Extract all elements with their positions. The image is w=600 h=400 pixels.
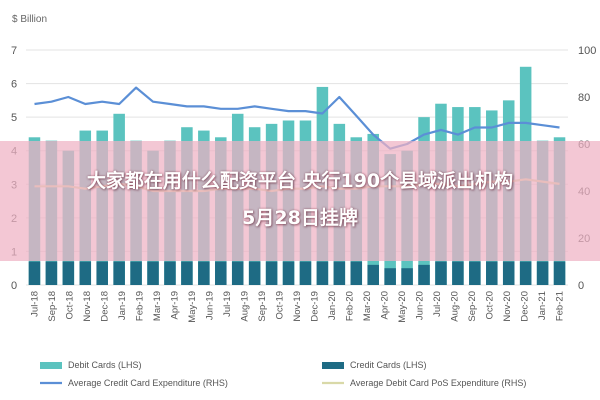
x-tick-label: Jan-19 — [117, 291, 128, 320]
credit-bar — [164, 261, 176, 285]
credit-bar — [401, 268, 413, 285]
credit-bar — [147, 261, 159, 285]
credit-bar — [28, 261, 41, 285]
credit-bar — [299, 261, 312, 285]
x-tick-label: May-19 — [187, 291, 198, 323]
left-tick-label: 7 — [11, 45, 17, 57]
x-tick-label: Jun-19 — [205, 291, 216, 320]
credit-expenditure-line — [34, 86, 560, 150]
x-tick-label: Mar-20 — [362, 291, 373, 321]
credit-bar — [350, 261, 363, 285]
legend-swatch — [40, 362, 62, 369]
credit-bar — [418, 264, 430, 285]
x-tick-label: Apr-19 — [170, 291, 181, 320]
legend-label: Debit Cards (LHS) — [68, 360, 142, 370]
x-tick-label: Jan-21 — [537, 291, 548, 320]
x-tick-label: Sep-20 — [467, 291, 478, 322]
credit-bar — [536, 261, 549, 285]
credit-bar — [62, 261, 75, 285]
x-tick-label: Dec-20 — [519, 291, 530, 322]
legend: Debit Cards (LHS) Credit Cards (LHS) Avera… — [40, 360, 526, 388]
left-tick-label: 6 — [11, 79, 17, 91]
legend-label: Average Debit Card PoS Expenditure (RHS) — [350, 378, 526, 388]
x-tick-label: May-20 — [397, 291, 408, 323]
x-tick-label: Feb-21 — [554, 291, 565, 321]
overlay-banner: 大家都在用什么配资平台 央行190个县域派出机构 5月28日挂牌 — [0, 141, 600, 261]
legend-swatch — [322, 362, 344, 369]
x-tick-label: Nov-18 — [82, 291, 93, 322]
x-tick-label: Jul-19 — [222, 291, 233, 317]
credit-bar — [367, 264, 379, 285]
credit-bar — [502, 261, 515, 285]
credit-bar — [452, 261, 464, 285]
x-tick-label: Nov-19 — [292, 291, 303, 322]
right-tick-label: 80 — [578, 92, 590, 104]
credit-bars — [28, 261, 566, 285]
x-tick-label: Jul-18 — [30, 291, 41, 317]
credit-bar — [333, 261, 346, 285]
legend-label: Credit Cards (LHS) — [350, 360, 427, 370]
x-tick-label: Dec-18 — [100, 291, 111, 322]
credit-bar — [96, 261, 108, 285]
credit-bar — [248, 261, 261, 285]
left-tick-label: 0 — [11, 280, 17, 292]
credit-bar — [79, 261, 92, 285]
x-tick-label: Jul-20 — [432, 291, 443, 317]
x-tick-label: Oct-20 — [484, 291, 495, 320]
credit-bar — [130, 261, 142, 285]
left-axis-unit: $ Billion — [12, 14, 47, 25]
credit-bar — [435, 261, 447, 285]
credit-bar — [265, 261, 278, 285]
credit-bar — [486, 261, 498, 285]
credit-bar — [45, 261, 58, 285]
credit-bar — [282, 261, 295, 285]
right-tick-label: 0 — [578, 280, 584, 292]
credit-bar — [215, 261, 227, 285]
x-tick-label: Nov-20 — [502, 291, 513, 322]
credit-bar — [316, 261, 329, 285]
x-tick-label: Dec-19 — [310, 291, 321, 322]
x-tick-label: Feb-20 — [345, 291, 356, 321]
x-tick-label: Mar-19 — [152, 291, 163, 321]
credit-bar — [384, 268, 396, 285]
x-tick-label: Apr-20 — [379, 291, 390, 320]
credit-bar — [553, 261, 566, 285]
x-tick-label: Sep-19 — [257, 291, 268, 322]
credit-bar — [198, 261, 210, 285]
credit-bar — [519, 261, 532, 285]
overlay-headline: 大家都在用什么配资平台 央行190个县域派出机构 — [86, 170, 514, 192]
legend-label: Average Credit Card Expenditure (RHS) — [68, 378, 228, 388]
x-tick-label: Aug-20 — [449, 291, 460, 322]
x-tick-label: Oct-19 — [275, 291, 286, 320]
overlay-subline: 5月28日挂牌 — [242, 207, 358, 229]
x-tick-label: Feb-19 — [135, 291, 146, 321]
credit-bar — [231, 261, 244, 285]
x-axis: Jul-18 Sep-18 Oct-18 Nov-18 Dec-18 Jan-19 Feb-… — [30, 291, 566, 323]
right-tick-label: 100 — [578, 45, 596, 57]
x-tick-label: Sep-18 — [47, 291, 58, 322]
x-tick-label: Aug-19 — [240, 291, 251, 322]
x-tick-label: Oct-18 — [65, 291, 76, 320]
left-tick-label: 5 — [11, 112, 17, 124]
x-tick-label: Jan-20 — [327, 291, 338, 320]
x-tick-label: Jun-20 — [414, 291, 425, 320]
credit-bar — [113, 261, 125, 285]
credit-bar — [469, 261, 481, 285]
credit-bar — [181, 261, 193, 285]
